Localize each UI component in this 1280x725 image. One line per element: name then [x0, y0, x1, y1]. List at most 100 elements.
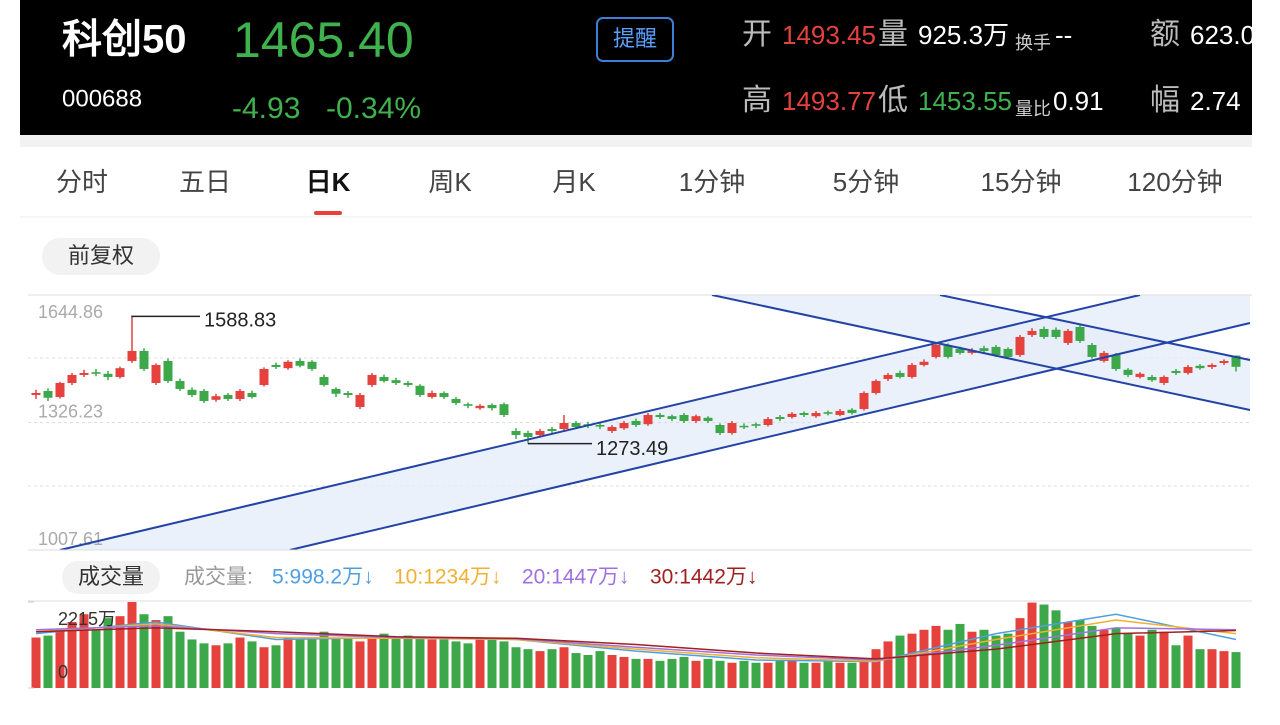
candle-body [475, 405, 485, 409]
volume-bar [1015, 618, 1025, 688]
candle-body [1075, 326, 1085, 341]
candle-body [799, 412, 809, 415]
volume-bar [871, 649, 881, 688]
volume-bar [1099, 629, 1109, 688]
divider [20, 135, 1252, 147]
candle-body [1183, 366, 1193, 373]
volume-bar [499, 641, 509, 688]
tab[interactable]: 120分钟 [1127, 167, 1222, 197]
stat-value: 1493.77 [782, 86, 876, 116]
candle-body [1195, 365, 1205, 369]
change: -4.93 [232, 92, 300, 125]
candle-body [1087, 344, 1097, 357]
volume-bar [691, 660, 701, 688]
candle-body [871, 380, 881, 393]
candle-body [391, 380, 401, 383]
volume-bar [1135, 635, 1145, 688]
volume-bar [847, 662, 857, 688]
candle-body [487, 404, 497, 409]
volume-bar [1195, 649, 1205, 688]
volume-pill [62, 561, 160, 594]
volume-bar [367, 637, 377, 688]
tab[interactable]: 分时 [56, 167, 108, 197]
adjust-pill[interactable] [42, 238, 160, 275]
legend-entry: 5:998.2万↓ [272, 566, 374, 589]
candle-body [523, 432, 533, 437]
volume-bar [631, 658, 641, 688]
volume-bar [835, 662, 845, 688]
volume-bar [463, 643, 473, 688]
volume-bar [571, 653, 581, 688]
volume-bar [679, 656, 689, 688]
volume-bar [391, 637, 401, 688]
stat-label: 量 [878, 18, 908, 51]
candle-body [403, 382, 413, 385]
volume-bar [859, 658, 869, 688]
trend-line [711, 295, 1251, 411]
candle-body [1207, 364, 1217, 367]
candle-body [775, 416, 785, 419]
candle-body [1003, 348, 1013, 357]
tab-bar: 分时 五日 日K 周K 月K 1分钟 5分钟 15分钟 120分钟 [56, 167, 1223, 215]
volume-bar [199, 643, 209, 688]
adjust-label[interactable]: 前复权 [68, 243, 134, 268]
tab[interactable]: 日K [306, 167, 351, 197]
legend-entry: 10:1234万↓ [394, 566, 501, 589]
volume-bar [91, 629, 101, 688]
volume-bar [643, 658, 653, 688]
tab[interactable]: 月K [552, 167, 596, 197]
candle-body [811, 412, 821, 417]
volume-bar [583, 654, 593, 688]
candle-body [163, 360, 173, 381]
volume-bar [895, 635, 905, 688]
candle-body [91, 372, 101, 374]
candle-body [67, 374, 77, 383]
tab[interactable]: 15分钟 [981, 167, 1062, 197]
candle-body [1171, 370, 1181, 373]
volume-bar [283, 637, 293, 688]
tab[interactable]: 五日 [179, 167, 231, 197]
volume-bar [943, 629, 953, 688]
candle-body [739, 425, 749, 428]
candle-body [835, 410, 845, 415]
candle-body [991, 346, 1001, 355]
volume-bar [31, 637, 41, 688]
candle-body [931, 344, 941, 357]
header-bg [20, 0, 1252, 135]
index-price: 1465.40 [233, 12, 414, 68]
y-tick-label: 1326.23 [38, 401, 103, 421]
candle-body [295, 360, 305, 366]
alert-label[interactable]: 提醒 [613, 26, 657, 51]
candle-body [463, 404, 473, 406]
candle-body [1135, 373, 1145, 377]
candle-body [31, 392, 41, 395]
volume-bar [763, 662, 773, 688]
volume-bar [991, 635, 1001, 688]
candle-body [1219, 360, 1229, 363]
candle-body [223, 394, 233, 399]
tab[interactable]: 周K [428, 167, 472, 197]
volume-bar [475, 639, 485, 688]
candle-body [787, 413, 797, 417]
volume-bar [1039, 604, 1049, 688]
volume-bar [139, 614, 149, 688]
alert-button[interactable] [596, 17, 674, 62]
candle-body [763, 418, 773, 425]
volume-bar [739, 660, 749, 688]
candle-body [643, 414, 653, 425]
volume-bar [535, 651, 545, 688]
candle-body [151, 364, 161, 383]
tab[interactable]: 5分钟 [833, 167, 899, 197]
candle-body [271, 364, 281, 367]
stat-label: 幅 [1150, 84, 1180, 117]
tab[interactable]: 1分钟 [679, 167, 745, 197]
candle-body [547, 428, 557, 431]
index-code: 000688 [62, 85, 142, 112]
volume-bar [1231, 652, 1241, 688]
candle-body [571, 422, 581, 427]
ma-line [35, 627, 1237, 660]
volume-bar [67, 621, 77, 688]
volume-bar [295, 639, 305, 688]
volume-bar [1147, 629, 1157, 688]
